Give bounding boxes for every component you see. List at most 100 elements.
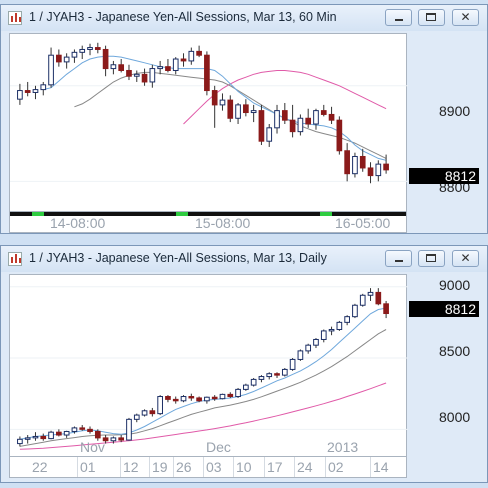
candle-body — [79, 427, 86, 430]
title-bar[interactable]: 1 / JYAH3 - Japanese Yen-All Sessions, M… — [1, 246, 487, 272]
maximize-button[interactable] — [418, 9, 445, 26]
candle-body — [235, 388, 241, 398]
candle-body — [211, 90, 218, 106]
candle-body — [56, 54, 62, 63]
candle-body — [87, 428, 93, 432]
candle-body — [305, 344, 312, 352]
last-price-label: 8812 — [409, 301, 479, 317]
candle-body — [289, 119, 296, 133]
candle-body — [320, 330, 327, 340]
candle-body — [102, 437, 109, 442]
time-tick-label: 15-08:00 — [195, 215, 251, 231]
chart-window-daily: 1 / JYAH3 - Japanese Yen-All Sessions, M… — [0, 245, 488, 483]
time-tick-label: 14-08:00 — [50, 215, 106, 231]
candle-body — [40, 435, 47, 440]
candle-body — [383, 303, 389, 315]
close-icon: ✕ — [460, 251, 471, 265]
price-label-8000: 8000 — [439, 409, 471, 425]
candle-body — [281, 368, 288, 376]
axis-separator — [173, 457, 174, 477]
day-tick-label: 26 — [176, 459, 192, 475]
price-chart-daily[interactable] — [9, 274, 408, 458]
candle-body — [297, 117, 304, 133]
candle-body — [32, 89, 39, 93]
candle-body — [235, 104, 241, 119]
day-tick-label: 17 — [267, 459, 283, 475]
candle-body — [227, 99, 234, 119]
candle-body — [204, 54, 210, 92]
candle-body — [211, 396, 218, 400]
axis-separator — [233, 457, 234, 477]
candle-body — [305, 117, 312, 125]
candle-body — [133, 73, 140, 77]
candle-body — [266, 127, 273, 142]
candle-body — [165, 66, 171, 71]
candle-body — [87, 47, 93, 50]
candle-body — [196, 50, 202, 56]
candle-body — [344, 150, 350, 175]
candle-body — [133, 414, 140, 420]
day-tick-label: 01 — [80, 459, 96, 475]
candle-body — [375, 163, 382, 177]
axis-separator — [370, 457, 371, 477]
candle-body — [352, 155, 358, 175]
candle-body — [24, 90, 31, 93]
axis-separator — [264, 457, 265, 477]
candle-body — [352, 304, 358, 318]
close-icon: ✕ — [460, 10, 471, 24]
day-tick-label: 03 — [206, 459, 222, 475]
date-axis: 22 01 12 19 26 03 10 17 24 02 14 — [9, 456, 407, 478]
minimize-icon — [395, 19, 403, 21]
axis-separator — [77, 457, 78, 477]
candle-body — [188, 50, 195, 62]
month-label: Nov — [80, 439, 105, 455]
candle-body — [204, 396, 210, 402]
candle-body — [141, 410, 148, 416]
candle-body — [328, 328, 335, 332]
candle-body — [281, 110, 288, 121]
candle-body — [250, 378, 257, 386]
day-tick-label: 19 — [152, 459, 168, 475]
minimize-button[interactable] — [385, 250, 412, 267]
candle-body — [110, 437, 117, 442]
candle-body — [172, 398, 179, 402]
session-marker — [320, 212, 332, 216]
candle-body — [274, 373, 280, 376]
candle-body — [274, 110, 280, 129]
candle-body — [118, 64, 125, 71]
candle-body — [48, 431, 54, 440]
maximize-icon — [426, 13, 436, 21]
time-tick-label: 16-05:00 — [335, 215, 391, 231]
candle-body — [266, 373, 273, 378]
candle-body — [336, 119, 343, 152]
month-label: Dec — [206, 439, 231, 455]
moving-average-slow — [19, 382, 387, 450]
candle-body — [94, 47, 101, 50]
maximize-button[interactable] — [418, 250, 445, 267]
candle-body — [219, 393, 226, 400]
candle-body — [172, 58, 179, 71]
candle-body — [328, 113, 335, 121]
candle-body — [180, 396, 187, 402]
moving-average-mid — [19, 329, 387, 447]
candle-body — [24, 437, 31, 440]
candle-body — [126, 418, 132, 441]
candle-body — [102, 48, 109, 70]
last-price-label: 8812 — [409, 168, 479, 184]
candle-body — [313, 338, 319, 346]
candle-body — [313, 110, 319, 125]
title-bar[interactable]: 1 / JYAH3 - Japanese Yen-All Sessions, M… — [1, 5, 487, 31]
candle-body — [157, 396, 163, 415]
candle-body — [289, 358, 296, 370]
candle-body — [63, 56, 70, 63]
candle-body — [367, 291, 374, 296]
price-chart-60min[interactable] — [9, 33, 408, 213]
chart-window-60min: 1 / JYAH3 - Japanese Yen-All Sessions, M… — [0, 4, 488, 234]
close-button[interactable]: ✕ — [452, 9, 479, 26]
close-button[interactable]: ✕ — [452, 250, 479, 267]
minimize-button[interactable] — [385, 9, 412, 26]
candle-body — [367, 167, 374, 177]
candle-body — [141, 73, 148, 83]
moving-average-fast — [43, 55, 387, 161]
day-tick-label: 24 — [297, 459, 313, 475]
